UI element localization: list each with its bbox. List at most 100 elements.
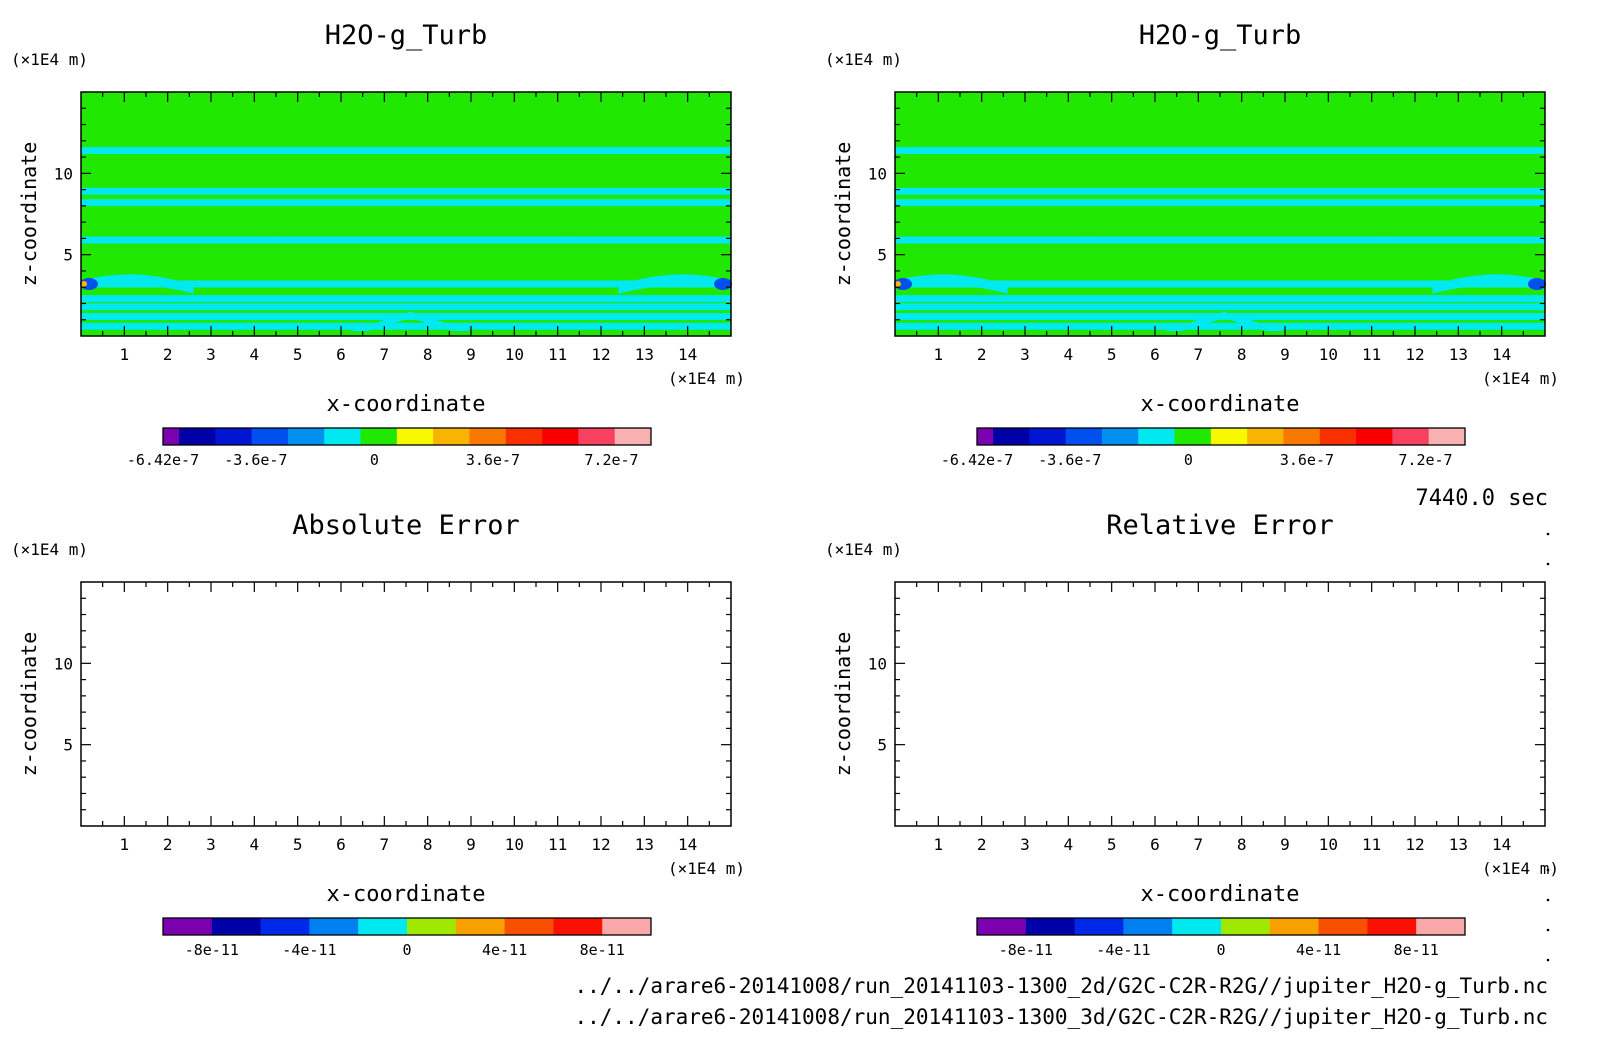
y-axis-label: z-coordinate bbox=[831, 142, 855, 287]
colorbar-segment bbox=[1319, 428, 1357, 445]
colorbar-tick-label: 8e-11 bbox=[1394, 941, 1439, 959]
y-axis-label: z-coordinate bbox=[17, 142, 41, 287]
contour-band bbox=[81, 303, 731, 311]
colorbar-tick-label: -4e-11 bbox=[282, 941, 336, 959]
colorbar-segment bbox=[1025, 918, 1076, 935]
x-tick-label: 3 bbox=[1020, 835, 1030, 854]
x-tick-label: 14 bbox=[1492, 345, 1511, 364]
contour-band bbox=[81, 295, 731, 303]
x-tick-label: 8 bbox=[1237, 835, 1247, 854]
x-tick-label: 1 bbox=[120, 345, 130, 364]
colorbar-segment bbox=[977, 918, 1027, 935]
x-tick-label: 7 bbox=[1194, 345, 1204, 364]
contour-band bbox=[895, 236, 1545, 244]
colorbar-segment bbox=[1172, 918, 1222, 935]
x-tick-label: 11 bbox=[548, 835, 567, 854]
colorbar-segment bbox=[504, 918, 554, 935]
x-tick-label: 3 bbox=[1020, 345, 1030, 364]
x-tick-label: 12 bbox=[591, 835, 610, 854]
colorbar-tick-label: 0 bbox=[1216, 941, 1225, 959]
colorbar-segment bbox=[505, 428, 543, 445]
x-tick-label: 8 bbox=[423, 345, 433, 364]
x-unit-label: (×1E4 m) bbox=[668, 369, 745, 388]
stray-dot bbox=[1546, 898, 1550, 902]
colorbar-segment bbox=[1174, 428, 1212, 445]
colorbar-segment bbox=[602, 918, 652, 935]
y-tick-label: 5 bbox=[63, 736, 73, 755]
y-tick-label: 5 bbox=[877, 736, 887, 755]
x-tick-label: 13 bbox=[1449, 835, 1468, 854]
panel-title: Relative Error bbox=[1106, 510, 1334, 541]
contour-band bbox=[81, 147, 731, 155]
colorbar-segment bbox=[433, 428, 470, 445]
colorbar-segment bbox=[1367, 918, 1417, 935]
colorbar-segment bbox=[1138, 428, 1176, 445]
x-tick-label: 7 bbox=[380, 835, 390, 854]
x-tick-label: 4 bbox=[250, 345, 260, 364]
colorbar-segment bbox=[1221, 918, 1271, 935]
plot-frame bbox=[80, 581, 732, 827]
colorbar-tick-label: -4e-11 bbox=[1096, 941, 1150, 959]
colorbar-segment bbox=[553, 918, 603, 935]
stray-dot bbox=[1546, 562, 1550, 566]
x-tick-label: 10 bbox=[505, 345, 524, 364]
time-label: 7440.0 sec bbox=[1416, 486, 1548, 511]
colorbar-segment bbox=[1428, 428, 1466, 445]
x-unit-label: (×1E4 m) bbox=[1482, 859, 1559, 878]
contour-band bbox=[895, 187, 1545, 195]
panel-0: H2O-g_Turb(×1E4 m)1 2 3 4 5 6 7 8 9 10 11 12 13 14510… bbox=[11, 20, 745, 469]
colorbar-segment bbox=[396, 428, 434, 445]
colorbar-segment bbox=[1318, 918, 1368, 935]
colorbar-segment bbox=[407, 918, 457, 935]
colorbar-tick-label: -8e-11 bbox=[999, 941, 1053, 959]
colorbar-segment bbox=[360, 428, 398, 445]
colorbar-segment bbox=[1356, 428, 1393, 445]
colorbar-segment bbox=[455, 918, 506, 935]
colorbar-tick-label: 4e-11 bbox=[482, 941, 527, 959]
x-tick-label: 12 bbox=[591, 345, 610, 364]
x-tick-label: 7 bbox=[380, 345, 390, 364]
colorbar-segment bbox=[179, 428, 216, 445]
colorbar-segment bbox=[163, 918, 213, 935]
x-tick-label: 9 bbox=[1280, 345, 1290, 364]
colorbar-segment bbox=[1269, 918, 1320, 935]
colorbar-tick-label: 7.2e-7 bbox=[584, 451, 638, 469]
x-tick-label: 13 bbox=[635, 345, 654, 364]
colorbar-segment bbox=[977, 428, 994, 445]
colorbar-segment bbox=[211, 918, 262, 935]
colorbar-segment bbox=[1101, 428, 1139, 445]
contour-band bbox=[895, 322, 1545, 330]
colorbar-tick-label: -3.6e-7 bbox=[224, 451, 287, 469]
colorbar-segment bbox=[358, 918, 408, 935]
edge-maximum-left bbox=[81, 280, 87, 287]
contour-feature bbox=[241, 236, 311, 244]
y-axis-label: z-coordinate bbox=[17, 632, 41, 777]
y-tick-label: 10 bbox=[54, 654, 73, 673]
colorbar-tick-label: -6.42e-7 bbox=[127, 451, 199, 469]
colorbar-segment bbox=[324, 428, 362, 445]
x-tick-label: 2 bbox=[163, 835, 173, 854]
colorbar-segment bbox=[1247, 428, 1284, 445]
colorbar-segment bbox=[614, 428, 652, 445]
file-path-3d: ../../arare6-20141008/run_20141103-1300_… bbox=[574, 1005, 1548, 1029]
x-tick-label: 5 bbox=[293, 835, 303, 854]
x-tick-label: 11 bbox=[1362, 835, 1381, 854]
x-tick-label: 9 bbox=[1280, 835, 1290, 854]
x-tick-label: 8 bbox=[423, 835, 433, 854]
x-tick-label: 4 bbox=[250, 835, 260, 854]
plot-frame bbox=[894, 581, 1546, 827]
x-tick-label: 2 bbox=[977, 835, 987, 854]
contour-feature bbox=[1163, 311, 1285, 332]
colorbar-tick-label: -6.42e-7 bbox=[941, 451, 1013, 469]
y-tick-label: 10 bbox=[868, 654, 887, 673]
panel-3: Relative Error(×1E4 m)1 2 3 4 5 6 7 8 9 10 11 12 13 1… bbox=[825, 510, 1559, 959]
colorbar-segment bbox=[1210, 428, 1248, 445]
edge-minimum-right bbox=[1528, 277, 1546, 290]
x-tick-label: 6 bbox=[336, 835, 346, 854]
colorbar-segment bbox=[1416, 918, 1466, 935]
x-tick-label: 12 bbox=[1405, 835, 1424, 854]
x-tick-label: 4 bbox=[1064, 835, 1074, 854]
contour-band bbox=[895, 147, 1545, 155]
contour-feature bbox=[1432, 274, 1545, 294]
colorbar-tick-label: -3.6e-7 bbox=[1038, 451, 1101, 469]
